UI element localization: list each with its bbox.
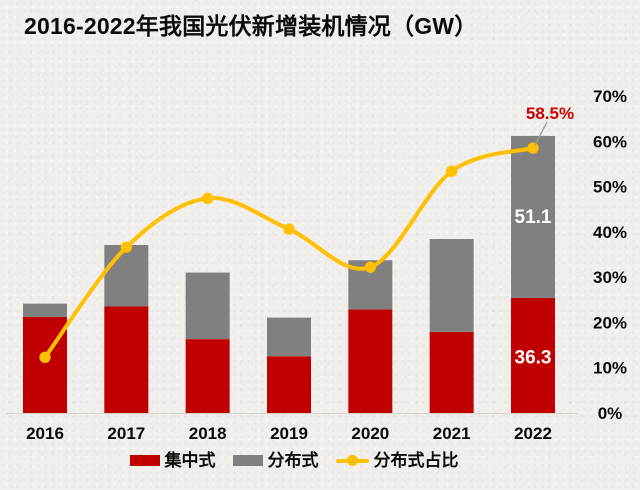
legend-label-distributed: 分布式 — [267, 451, 319, 470]
x-axis-tick-2019: 2019 — [270, 424, 308, 443]
line-point-distributed-share-2021 — [445, 165, 458, 177]
legend-item-distributed: 分布式 — [232, 451, 319, 470]
legend-item-centralized: 集中式 — [129, 451, 216, 470]
data-label-distributed-2022: 51.1 — [515, 207, 552, 228]
legend-swatch-distributed — [232, 455, 263, 466]
bar-segment-centralized-2017 — [104, 306, 149, 413]
x-axis-tick-2022: 2022 — [514, 424, 552, 443]
x-axis-tick-2021: 2021 — [433, 424, 471, 443]
bar-segment-centralized-2016 — [23, 316, 67, 413]
bar-segment-centralized-2018 — [185, 339, 230, 413]
y-axis-tick-40: 40% — [593, 223, 627, 242]
line-point-distributed-share-2020 — [364, 261, 377, 273]
y-axis-tick-10: 10% — [593, 359, 627, 378]
legend-line-dot — [346, 455, 358, 466]
bar-segment-distributed-2019 — [266, 317, 311, 357]
callout-leader-line — [534, 121, 548, 146]
legend-label-centralized: 集中式 — [164, 451, 216, 470]
line-point-distributed-share-2018 — [201, 192, 214, 205]
x-axis-tick-2016: 2016 — [26, 424, 64, 443]
bar-segment-distributed-2021 — [429, 238, 474, 332]
y-axis-tick-70: 70% — [593, 87, 627, 106]
bar-segment-distributed-2018 — [185, 272, 230, 340]
bar-segment-centralized-2019 — [266, 356, 311, 413]
chart-canvas: 0% 10% 20% 30% 40% 50% 60% 70% 2016 2017 2018 2019 2… — [6, 87, 627, 443]
y-axis-tick-60: 60% — [593, 132, 627, 151]
legend-swatch-centralized — [129, 455, 160, 466]
x-axis-tick-2017: 2017 — [107, 424, 145, 443]
line-point-distributed-share-2016 — [39, 351, 51, 363]
y-axis-tick-0: 0% — [598, 404, 623, 423]
chart-title: 2016-2022年我国光伏新增装机情况（GW） — [24, 13, 478, 39]
legend-label-distributed-share: 分布式占比 — [373, 451, 459, 470]
bar-segment-centralized-2022 — [510, 297, 555, 413]
legend-swatch-distributed-share — [335, 454, 369, 467]
line-point-distributed-share-2019 — [283, 223, 295, 235]
bar-segment-distributed-2022 — [510, 135, 555, 298]
x-axis-tick-2018: 2018 — [189, 424, 227, 443]
chart-legend: 集中式 分布式 分布式占比 — [0, 452, 588, 469]
data-label-share-2022: 58.5% — [526, 104, 574, 123]
bar-segment-centralized-2020 — [348, 309, 393, 413]
bar-segment-centralized-2021 — [429, 331, 474, 413]
x-axis-tick-2020: 2020 — [351, 424, 389, 443]
y-axis-tick-20: 20% — [593, 313, 627, 332]
data-label-centralized-2022: 36.3 — [515, 347, 552, 368]
bar-segment-distributed-2017 — [104, 244, 149, 307]
y-axis-tick-30: 30% — [593, 268, 627, 287]
line-point-distributed-share-2022 — [527, 142, 539, 154]
line-point-distributed-share-2017 — [120, 241, 133, 253]
bar-segment-distributed-2016 — [23, 303, 67, 317]
y-axis-tick-50: 50% — [593, 178, 627, 197]
legend-item-distributed-share: 分布式占比 — [335, 451, 459, 470]
